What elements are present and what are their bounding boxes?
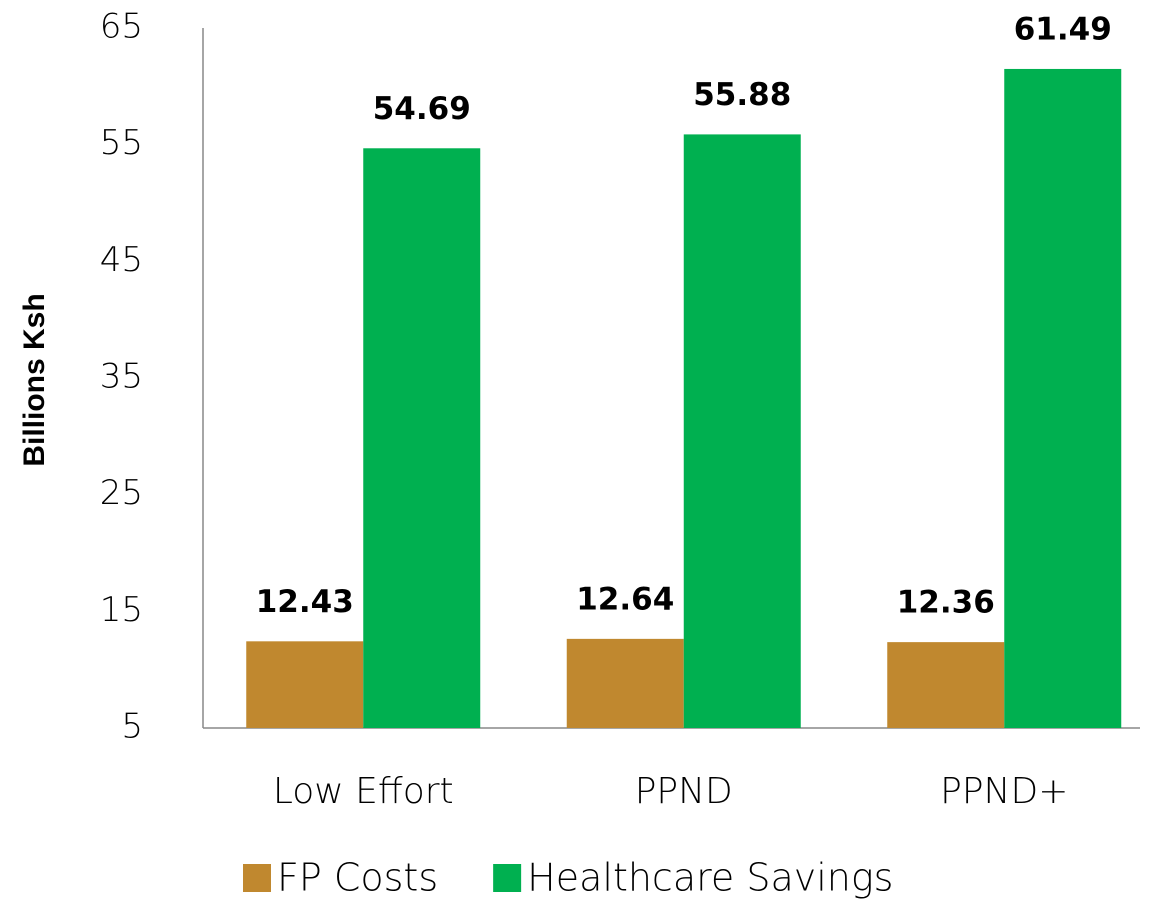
y-tick-label: 65 [100, 7, 143, 47]
bar [246, 641, 364, 728]
x-tick-label: PPND+ [940, 771, 1068, 812]
bar [683, 134, 801, 728]
y-tick-label: 55 [100, 123, 143, 163]
y-tick-label: 5 [121, 707, 143, 747]
value-label: 55.88 [693, 77, 791, 113]
legend-swatch [493, 864, 522, 892]
value-label: 12.36 [897, 585, 995, 621]
y-tick-label: 25 [100, 473, 143, 513]
y-tick-label: 15 [100, 590, 143, 630]
bar [363, 148, 481, 729]
y-tick-label: 45 [100, 240, 143, 280]
value-label: 54.69 [373, 91, 471, 127]
value-label: 12.64 [576, 581, 674, 617]
x-tick-label: PPND [635, 771, 733, 812]
bar [887, 642, 1005, 728]
value-label: 61.49 [1014, 11, 1112, 47]
legend-swatch [243, 864, 271, 892]
bar [566, 638, 684, 728]
x-tick-label: Low Effort [273, 771, 454, 812]
bar [1004, 68, 1122, 728]
y-tick-label: 35 [100, 357, 143, 397]
value-label: 12.43 [256, 584, 354, 620]
legend-label: Healthcare Savings [527, 856, 893, 900]
y-axis-label: Billions Ksh [18, 293, 51, 466]
legend-label: FP Costs [277, 856, 438, 900]
